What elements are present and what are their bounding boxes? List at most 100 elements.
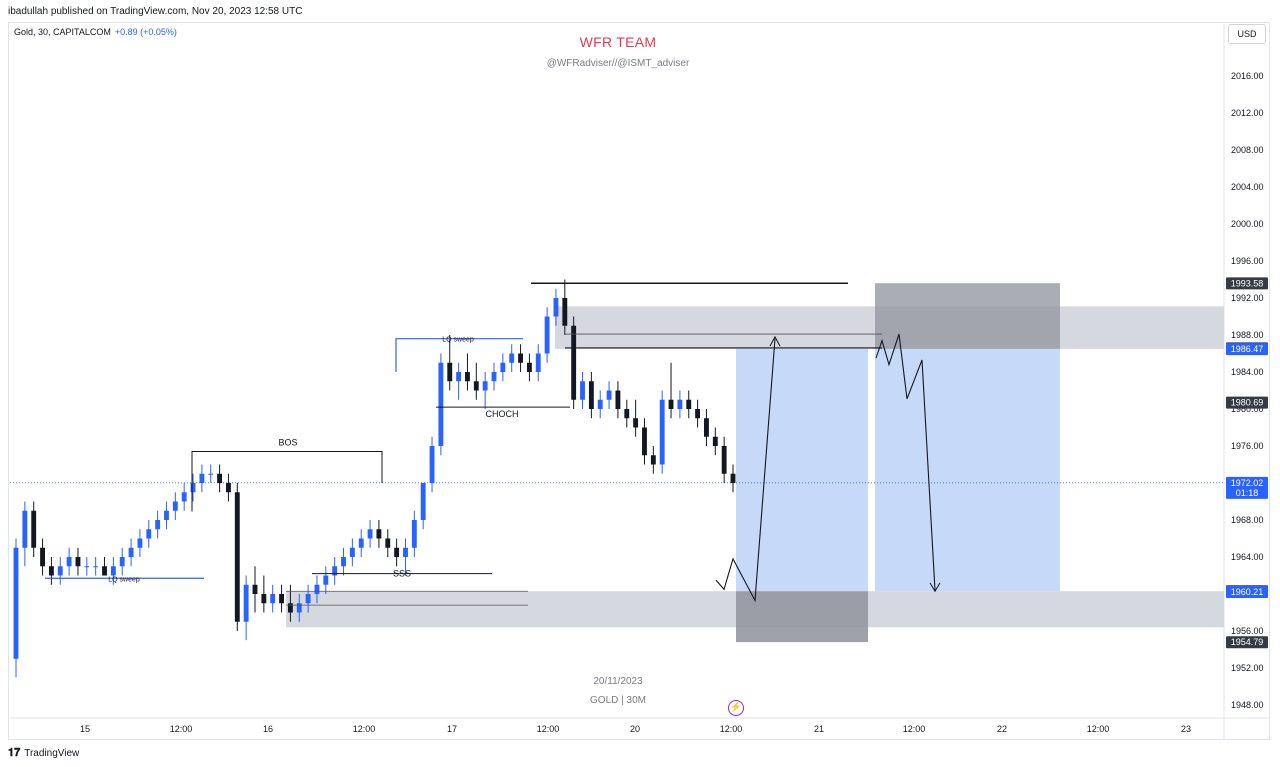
lightning-icon[interactable]: ⚡ (728, 700, 744, 716)
x-tick-label: 20 (630, 724, 640, 734)
candle-body (650, 455, 656, 465)
candle-body (287, 603, 293, 613)
candle-body (367, 529, 373, 539)
candle-body (465, 372, 470, 382)
publish-info: ibadullah published on TradingView.com, … (8, 6, 303, 17)
candle-body (526, 362, 532, 372)
candle-body (376, 529, 382, 539)
candle-body (580, 381, 585, 400)
choch-label: CHOCH (486, 409, 519, 419)
y-tick-label: 1988.00 (1231, 330, 1264, 340)
candle-body (588, 381, 594, 409)
chart-frame (8, 22, 1270, 740)
candle-body (562, 298, 568, 326)
chart-subtitle: @WFRadviser//@ISMT_adviser (546, 58, 690, 69)
candle-body (394, 547, 400, 557)
x-tick-label: 21 (814, 724, 824, 734)
candle-body (341, 557, 346, 567)
candle-body (172, 501, 178, 511)
candle-body (420, 483, 426, 520)
y-tick-label: 1968.00 (1231, 515, 1264, 525)
candle-body (217, 473, 223, 483)
candle-body (695, 409, 701, 419)
price-label-box (1226, 476, 1268, 499)
tradingview-brand[interactable]: 𝟏𝟕 TradingView (8, 747, 79, 760)
candle-body (128, 547, 134, 557)
lq-sweep-line-2 (395, 338, 523, 372)
candle-body (164, 510, 169, 520)
candle-body (146, 529, 152, 539)
price-label: 1986.47 (1231, 344, 1264, 354)
y-tick-label: 1980.00 (1231, 404, 1264, 414)
bullish-arrowhead (769, 335, 781, 347)
price-label: 1954.79 (1231, 637, 1264, 647)
candle-body (332, 566, 338, 576)
y-tick-label: 2004.00 (1231, 182, 1264, 192)
y-tick-label: 2012.00 (1231, 108, 1264, 118)
candle-body (102, 566, 107, 576)
candle-body (181, 492, 187, 502)
long-stop-box (736, 591, 868, 643)
candle-body (473, 381, 479, 391)
candle-body (190, 483, 196, 493)
candle-body (226, 483, 231, 493)
candle-body (252, 584, 258, 594)
y-tick-label: 1984.00 (1231, 367, 1264, 377)
price-label: 1993.58 (1231, 278, 1264, 288)
candle-body (721, 446, 727, 474)
x-tick-label: 12:00 (720, 724, 743, 734)
y-tick-label: 1964.00 (1231, 552, 1264, 562)
long-target-box (736, 348, 868, 592)
candle-body (500, 362, 506, 372)
candle-body (447, 362, 453, 382)
candle-body (704, 418, 709, 437)
x-tick-label: 16 (263, 724, 273, 734)
bos-line (191, 451, 383, 512)
candle-body (119, 557, 125, 567)
candle-body (456, 372, 462, 382)
price-label: 1960.21 (1231, 587, 1264, 597)
x-tick-label: 17 (447, 724, 457, 734)
price-label: 1972.02 (1231, 478, 1264, 488)
y-tick-label: 1976.00 (1231, 441, 1264, 451)
candle-body (199, 473, 205, 483)
candle-body (385, 538, 391, 548)
countdown-label: 01:18 (1236, 488, 1259, 498)
symbol-note: GOLD | 30M (590, 695, 646, 706)
candle-body (571, 325, 577, 400)
bullish-projection (715, 338, 776, 603)
candle-body (597, 399, 603, 409)
x-tick-label: 12:00 (353, 724, 376, 734)
price-label-box (1226, 277, 1268, 290)
x-tick-label: 12:00 (170, 724, 193, 734)
candle-body (84, 566, 90, 568)
currency-button[interactable]: USD (1228, 24, 1266, 44)
lq-sweep-label-2: LQ sweep (442, 337, 474, 344)
symbol-label: Gold, 30, CAPITALCOM (14, 27, 111, 37)
lq-sweep-label-1: LQ sweep (108, 576, 140, 583)
candle-body (403, 547, 408, 557)
tradingview-logo-icon: 𝟏𝟕 (8, 747, 21, 759)
symbol-legend: Gold, 30, CAPITALCOM +0.89 (+0.05%) (14, 27, 177, 37)
short-stop-box (875, 283, 1060, 349)
candle-body (296, 603, 302, 613)
candle-body (712, 436, 718, 446)
candle-body (633, 418, 639, 428)
candle-body (518, 353, 523, 363)
x-tick-label: 23 (1181, 724, 1191, 734)
candle-body (509, 353, 515, 363)
y-tick-label: 1996.00 (1231, 256, 1264, 266)
candle-body (261, 594, 267, 604)
price-label-box (1226, 586, 1268, 599)
candle-body (642, 427, 647, 456)
x-tick-label: 12:00 (1087, 724, 1110, 734)
candle-body (677, 399, 683, 409)
candle-body (234, 492, 240, 622)
candle-body (358, 538, 364, 548)
candle-body (429, 446, 435, 483)
y-tick-label: 1956.00 (1231, 626, 1264, 636)
candle-body (110, 566, 116, 576)
candle-body (606, 390, 612, 400)
price-label-box (1226, 396, 1268, 409)
